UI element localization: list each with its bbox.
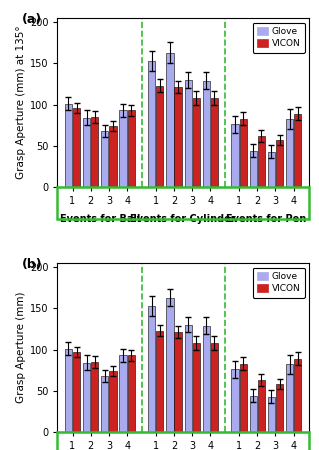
Bar [128, 356, 135, 432]
Y-axis label: Grasp Aperture (mm): Grasp Aperture (mm) [16, 292, 26, 403]
Bar [119, 356, 127, 432]
Bar [240, 364, 247, 432]
Bar [156, 86, 163, 187]
Bar [286, 364, 293, 432]
Bar [193, 98, 200, 187]
Bar [73, 352, 80, 432]
Bar [258, 380, 265, 432]
Bar [294, 359, 301, 432]
Bar [240, 118, 247, 187]
Bar [203, 81, 210, 187]
Bar [211, 98, 218, 187]
Bar [83, 363, 90, 432]
Bar [128, 110, 135, 187]
Text: Events for Pen: Events for Pen [226, 214, 307, 224]
Bar [276, 384, 283, 432]
Bar [109, 371, 117, 432]
Bar [268, 152, 275, 187]
Bar [286, 119, 293, 187]
Bar [57, 187, 309, 219]
Bar [249, 151, 257, 187]
Y-axis label: Grasp Aperture (mm) at 135°: Grasp Aperture (mm) at 135° [16, 26, 26, 179]
Bar [276, 140, 283, 187]
Bar [268, 396, 275, 432]
Bar [203, 326, 210, 432]
Text: Events for Ball: Events for Ball [60, 214, 140, 224]
Bar [65, 349, 72, 432]
Bar [148, 61, 155, 187]
Bar [184, 80, 192, 187]
Legend: Glove, VICON: Glove, VICON [253, 22, 305, 53]
Legend: Glove, VICON: Glove, VICON [253, 268, 305, 297]
Bar [91, 362, 98, 432]
Bar [73, 108, 80, 187]
Bar [258, 136, 265, 187]
Bar [101, 376, 108, 432]
Bar [101, 131, 108, 187]
Bar [184, 325, 192, 432]
Text: (b): (b) [22, 258, 43, 271]
Bar [83, 118, 90, 187]
Bar [166, 297, 174, 432]
Text: (a): (a) [22, 13, 42, 26]
Bar [193, 343, 200, 432]
Bar [91, 117, 98, 187]
Bar [57, 432, 309, 450]
Bar [294, 113, 301, 187]
Bar [174, 87, 182, 187]
Bar [156, 331, 163, 432]
Bar [109, 126, 117, 187]
Bar [174, 332, 182, 432]
Text: Events for Cylinder: Events for Cylinder [130, 214, 236, 224]
Bar [211, 343, 218, 432]
Bar [65, 104, 72, 187]
Bar [119, 110, 127, 187]
Bar [148, 306, 155, 432]
Bar [231, 124, 239, 187]
Bar [249, 396, 257, 432]
Bar [231, 369, 239, 432]
Bar [166, 53, 174, 187]
